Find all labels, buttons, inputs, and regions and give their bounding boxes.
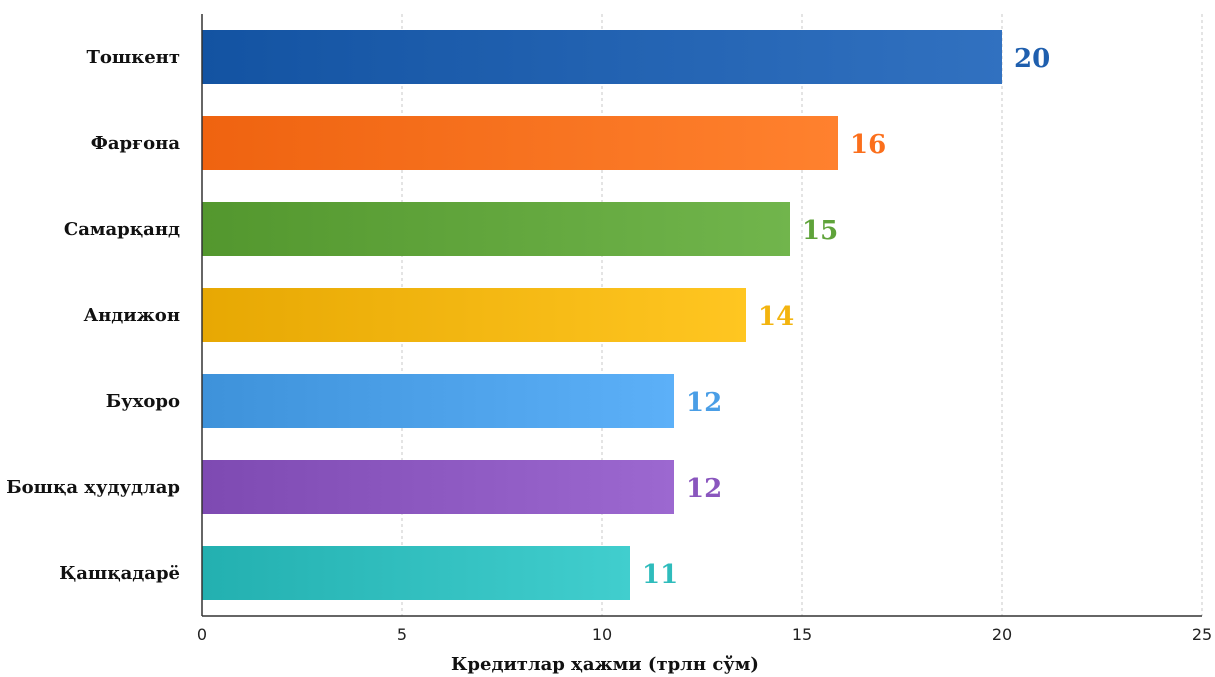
x-tick-label: 15 [792, 625, 812, 644]
x-tick-label: 5 [397, 625, 407, 644]
category-label: Қашқадарё [59, 563, 180, 584]
category-labels: Тошкент Фарғона Самарқанд Андижон Бухоро Бошқ… [6, 47, 180, 584]
value-label: 14 [758, 302, 794, 332]
value-label: 11 [642, 560, 678, 590]
x-tick-label: 25 [1192, 625, 1212, 644]
category-label: Тошкент [86, 47, 180, 68]
bar [202, 546, 630, 600]
value-label: 15 [802, 216, 838, 246]
bar [202, 30, 1002, 84]
value-label: 16 [850, 130, 886, 160]
value-labels: 20 16 15 14 12 12 11 [642, 44, 1050, 590]
x-tick-label: 10 [592, 625, 612, 644]
bar [202, 116, 838, 170]
category-label: Фарғона [91, 133, 181, 154]
axes [201, 14, 1202, 617]
category-label: Бошқа ҳудудлар [6, 477, 180, 498]
category-label: Андижон [83, 305, 180, 326]
value-label: 12 [686, 474, 722, 504]
category-label: Бухоро [106, 391, 180, 412]
bar [202, 288, 746, 342]
x-tick-labels: 0 5 10 15 20 25 [197, 625, 1212, 644]
x-tick-label: 0 [197, 625, 207, 644]
value-label: 12 [686, 388, 722, 418]
bar [202, 460, 674, 514]
bar [202, 202, 790, 256]
bar [202, 374, 674, 428]
x-axis-title: Кредитлар ҳажми (трлн сўм) [451, 654, 759, 675]
x-tick-label: 20 [992, 625, 1012, 644]
category-label: Самарқанд [64, 219, 180, 240]
bars [202, 30, 1002, 600]
value-label: 20 [1014, 44, 1050, 74]
